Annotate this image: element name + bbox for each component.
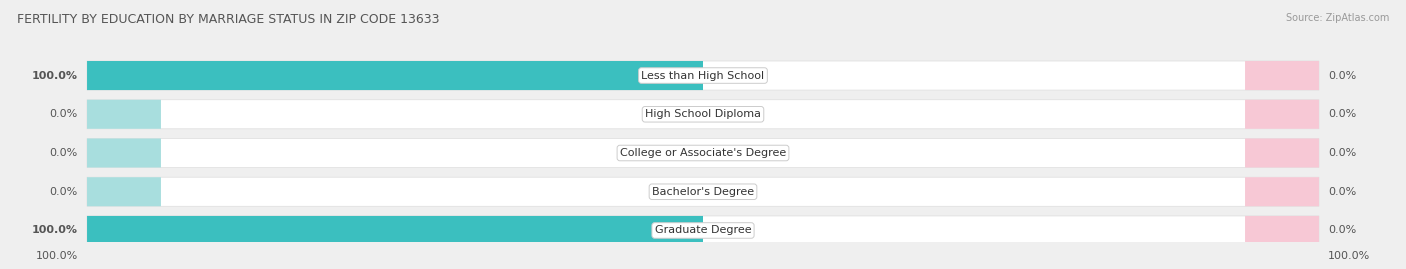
Text: 0.0%: 0.0% (1329, 109, 1357, 119)
FancyBboxPatch shape (1246, 100, 1319, 129)
Text: 0.0%: 0.0% (1329, 187, 1357, 197)
Text: Graduate Degree: Graduate Degree (655, 225, 751, 235)
Text: FERTILITY BY EDUCATION BY MARRIAGE STATUS IN ZIP CODE 13633: FERTILITY BY EDUCATION BY MARRIAGE STATU… (17, 13, 439, 26)
Text: College or Associate's Degree: College or Associate's Degree (620, 148, 786, 158)
Text: 100.0%: 100.0% (32, 225, 77, 235)
Text: 0.0%: 0.0% (1329, 225, 1357, 235)
FancyBboxPatch shape (1246, 177, 1319, 206)
FancyBboxPatch shape (87, 216, 1319, 245)
Text: 0.0%: 0.0% (49, 148, 77, 158)
FancyBboxPatch shape (87, 216, 703, 245)
FancyBboxPatch shape (1246, 139, 1319, 168)
FancyBboxPatch shape (1246, 61, 1319, 90)
FancyBboxPatch shape (87, 177, 1319, 206)
FancyBboxPatch shape (87, 177, 160, 206)
Text: Less than High School: Less than High School (641, 70, 765, 80)
Text: 100.0%: 100.0% (35, 251, 77, 261)
FancyBboxPatch shape (87, 100, 1319, 129)
FancyBboxPatch shape (1246, 216, 1319, 245)
Text: 0.0%: 0.0% (1329, 70, 1357, 80)
FancyBboxPatch shape (87, 100, 160, 129)
Text: High School Diploma: High School Diploma (645, 109, 761, 119)
Text: 0.0%: 0.0% (49, 109, 77, 119)
FancyBboxPatch shape (87, 61, 703, 90)
Text: 100.0%: 100.0% (1329, 251, 1371, 261)
FancyBboxPatch shape (87, 139, 1319, 168)
Text: 0.0%: 0.0% (1329, 148, 1357, 158)
Text: Source: ZipAtlas.com: Source: ZipAtlas.com (1285, 13, 1389, 23)
FancyBboxPatch shape (87, 61, 1319, 90)
Text: 0.0%: 0.0% (49, 187, 77, 197)
FancyBboxPatch shape (87, 139, 160, 168)
Text: 100.0%: 100.0% (32, 70, 77, 80)
Text: Bachelor's Degree: Bachelor's Degree (652, 187, 754, 197)
